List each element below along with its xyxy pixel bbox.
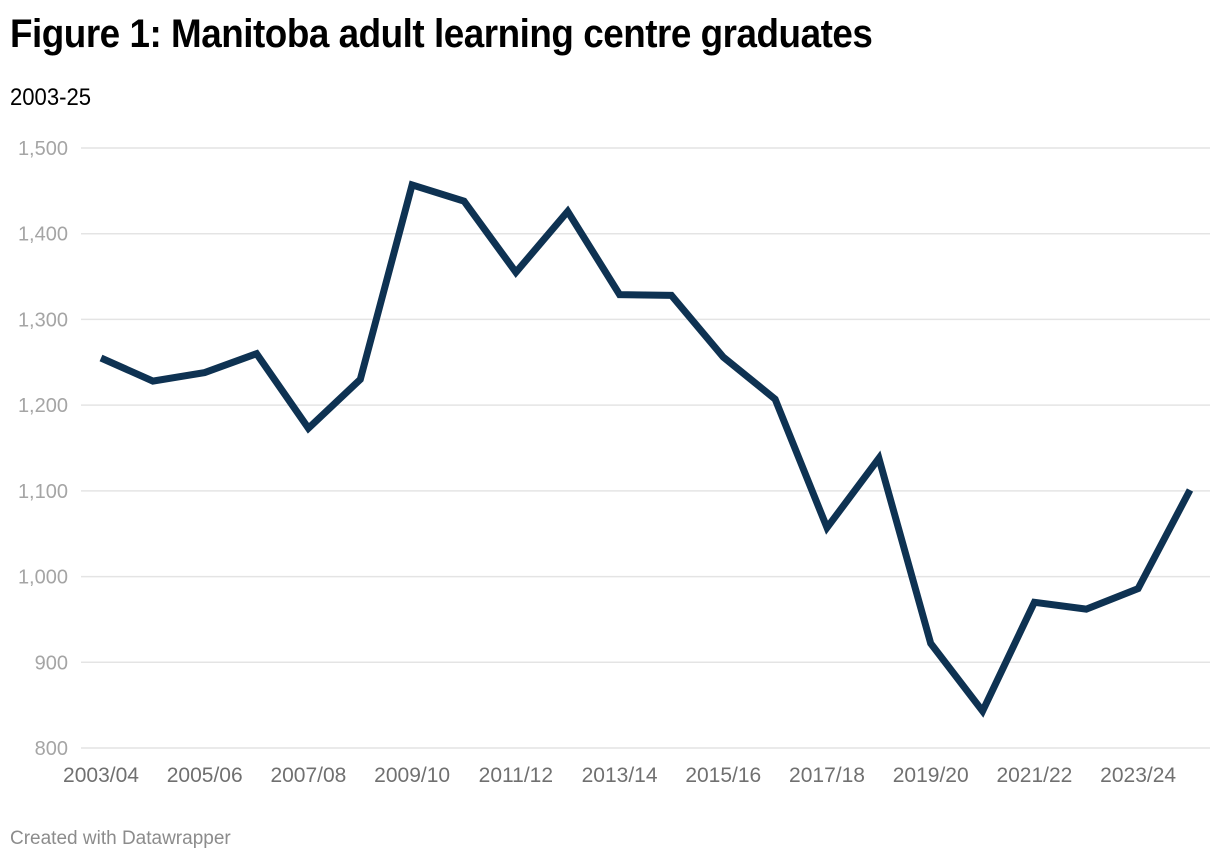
x-tick-label: 2013/14 <box>582 764 658 787</box>
x-tick-label: 2023/24 <box>1100 764 1176 787</box>
x-tick-label: 2007/08 <box>270 764 346 787</box>
y-tick-label: 1,000 <box>18 567 68 589</box>
x-tick-label: 2005/06 <box>167 764 243 787</box>
gridlines <box>81 147 1210 749</box>
y-tick-label: 1,500 <box>18 138 68 160</box>
x-tick-label: 2011/12 <box>479 764 553 787</box>
y-tick-label: 1,400 <box>18 224 68 246</box>
x-tick-label: 2015/16 <box>685 764 761 787</box>
credit-footer: Created with Datawrapper <box>10 828 231 849</box>
y-axis-labels: 800 900 1,000 1,100 1,200 1,300 1,400 1,500 <box>18 138 68 760</box>
y-tick-label: 1,300 <box>18 309 68 331</box>
x-axis-labels: 2003/04 2005/06 2007/08 2009/10 2011/12 2013/… <box>63 764 1176 787</box>
y-tick-label: 900 <box>35 652 68 674</box>
chart-title: Figure 1: Manitoba adult learning centre… <box>10 12 873 56</box>
y-tick-label: 800 <box>35 738 68 760</box>
x-tick-label: 2019/20 <box>893 764 969 787</box>
x-tick-label: 2017/18 <box>789 764 865 787</box>
x-tick-label: 2021/22 <box>996 764 1072 787</box>
chart-subtitle: 2003-25 <box>10 84 92 111</box>
data-line <box>99 180 1194 718</box>
y-tick-label: 1,200 <box>18 395 68 417</box>
y-tick-label: 1,100 <box>18 481 68 503</box>
x-tick-label: 2003/04 <box>63 764 139 787</box>
x-tick-label: 2009/10 <box>374 764 450 787</box>
